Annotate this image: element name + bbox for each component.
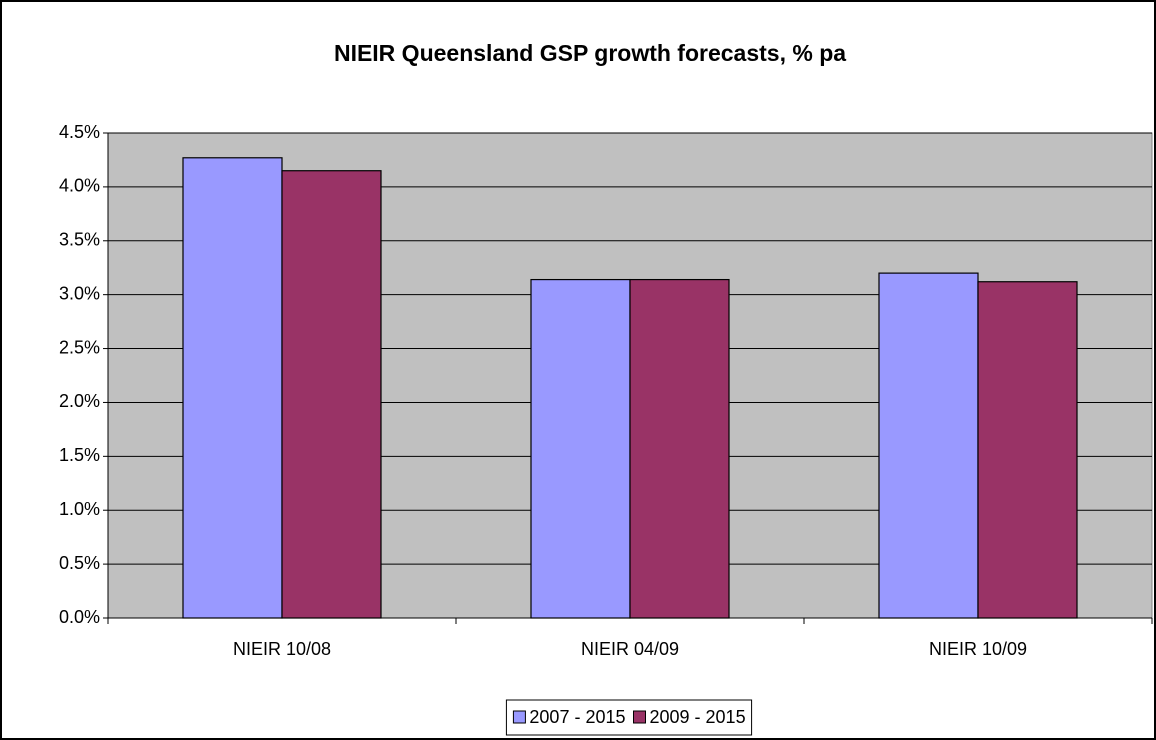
y-tick-label: 0.0% xyxy=(59,607,100,627)
legend-swatch xyxy=(633,710,646,724)
legend-label: 2009 - 2015 xyxy=(650,707,746,727)
bar xyxy=(629,278,730,619)
bar xyxy=(878,272,979,619)
bar xyxy=(530,278,631,619)
y-tick-label: 4.5% xyxy=(59,122,100,142)
y-tick-label: 1.5% xyxy=(59,445,100,465)
y-tick-label: 4.0% xyxy=(59,176,100,196)
y-tick-label: 3.0% xyxy=(59,283,100,303)
y-tick-label: 1.0% xyxy=(59,499,100,519)
bar xyxy=(281,170,382,619)
legend-swatch xyxy=(512,710,526,724)
bar xyxy=(182,157,283,619)
y-tick-label: 3.5% xyxy=(59,230,100,250)
legend-box xyxy=(505,699,753,736)
y-tick-label: 2.5% xyxy=(59,337,100,357)
legend-label: 2007 - 2015 xyxy=(529,707,625,727)
x-tick-label: NIEIR 10/08 xyxy=(233,639,331,659)
bar xyxy=(977,281,1078,619)
chart-title: NIEIR Queensland GSP growth forecasts, %… xyxy=(334,40,846,66)
y-tick-label: 0.5% xyxy=(59,553,100,573)
y-tick-label: 2.0% xyxy=(59,391,100,411)
x-tick-label: NIEIR 10/09 xyxy=(929,639,1027,659)
x-tick-label: NIEIR 04/09 xyxy=(581,639,679,659)
